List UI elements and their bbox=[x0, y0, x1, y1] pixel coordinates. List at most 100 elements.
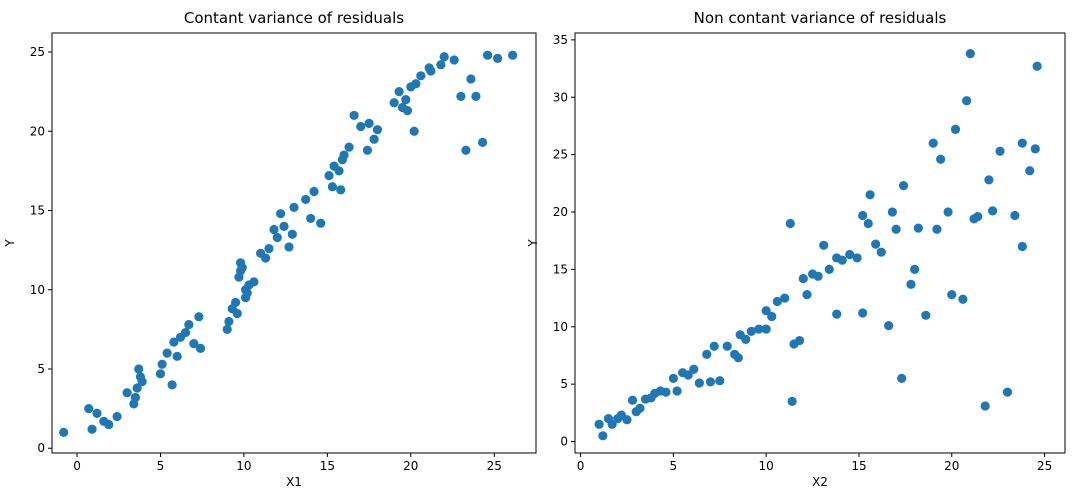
chart-left-data-point bbox=[411, 79, 421, 89]
chart-right-data-point bbox=[1010, 210, 1020, 221]
chart-left-data-point bbox=[104, 419, 114, 430]
chart-left-data-point bbox=[59, 427, 69, 437]
chart-right-data-point bbox=[969, 214, 979, 224]
chart-right-y-tick-label: 5 bbox=[560, 377, 568, 391]
chart-left-data-point bbox=[394, 87, 404, 97]
chart-right-data-point bbox=[715, 376, 725, 386]
chart-left-x-tick-label: 5 bbox=[157, 459, 165, 473]
chart-right-data-point bbox=[858, 308, 868, 318]
chart-right-x-tick-label: 15 bbox=[851, 459, 866, 473]
chart-right-data-point bbox=[661, 387, 671, 397]
chart-left-data-point bbox=[466, 74, 476, 84]
chart-left-data-point bbox=[172, 351, 182, 361]
chart-left-data-point bbox=[477, 137, 488, 147]
chart-left-data-point bbox=[324, 171, 334, 181]
chart-right-y-tick-label: 15 bbox=[553, 262, 568, 276]
chart-left-data-point bbox=[461, 145, 471, 155]
chart-right-data-point bbox=[995, 146, 1005, 156]
chart-right-data-point bbox=[702, 349, 712, 359]
chart-right-data-point bbox=[772, 296, 782, 307]
chart-left-x-tick-label: 20 bbox=[403, 459, 418, 473]
chart-right-y-tick-label: 30 bbox=[553, 90, 568, 104]
chart-left-data-point bbox=[508, 50, 518, 60]
chart-left-data-point bbox=[162, 348, 172, 358]
chart-left-data-point bbox=[130, 392, 141, 403]
chart-left-data-point bbox=[112, 411, 122, 422]
chart-right-data-point bbox=[980, 401, 990, 411]
chart-right-data-point bbox=[958, 294, 968, 304]
chart-left-data-point bbox=[339, 150, 349, 160]
chart-right-data-point bbox=[794, 335, 805, 346]
chart-left-data-point bbox=[132, 383, 142, 393]
chart-right-y-tick-label: 35 bbox=[553, 33, 568, 47]
chart-right-data-point bbox=[921, 310, 931, 320]
chart-left-x-tick-label: 25 bbox=[487, 459, 502, 473]
chart-left-data-point bbox=[372, 125, 383, 135]
chart-left-y-tick-label: 20 bbox=[30, 124, 45, 138]
chart-left-axes-frame bbox=[51, 32, 537, 454]
chart-left-data-point bbox=[402, 106, 413, 116]
chart-right-data-point bbox=[798, 273, 808, 284]
chart-left-data-point bbox=[309, 186, 319, 197]
chart-right-x-axis-label: X2 bbox=[812, 475, 828, 489]
chart-right-y-tick-label: 20 bbox=[553, 205, 568, 219]
chart-left-data-point bbox=[306, 213, 316, 224]
chart-left-y-axis-label: Y bbox=[3, 239, 17, 248]
chart-right-y-axis-label: Y bbox=[526, 239, 540, 248]
chart-left-data-point bbox=[327, 182, 337, 192]
chart-right-y-tick-label: 0 bbox=[560, 435, 568, 449]
chart-left-data-point bbox=[249, 277, 259, 287]
chart-right-data-point bbox=[1025, 166, 1035, 176]
chart-left-data-point bbox=[269, 224, 279, 235]
chart-left-data-point bbox=[169, 337, 179, 347]
chart-left-data-point bbox=[439, 52, 449, 62]
chart-left-data-point bbox=[344, 142, 354, 152]
chart-left-y-tick-label: 25 bbox=[30, 45, 45, 59]
chart-left-data-point bbox=[316, 218, 326, 228]
chart-right-data-point bbox=[832, 309, 842, 319]
chart-left-y-tick-label: 5 bbox=[37, 362, 45, 376]
chart-right-x-tick-label: 25 bbox=[1037, 459, 1052, 473]
chart-right-y-tick-label: 10 bbox=[553, 320, 568, 334]
chart-left-data-point bbox=[276, 209, 286, 219]
chart-right-data-point bbox=[891, 224, 901, 234]
chart-right-data-point bbox=[787, 396, 797, 406]
chart-left-data-point bbox=[155, 369, 166, 379]
chart-left-data-point bbox=[242, 288, 252, 298]
chart-right-x-tick-label: 20 bbox=[944, 459, 959, 473]
chart-right-data-point bbox=[819, 240, 829, 250]
chart-right-data-point bbox=[876, 247, 886, 257]
chart-right-data-point bbox=[709, 341, 719, 351]
chart-left-data-point bbox=[230, 297, 241, 308]
chart-left-data-point bbox=[364, 118, 374, 128]
chart-right-data-point bbox=[928, 138, 938, 148]
chart-left-data-point bbox=[284, 242, 294, 252]
chart-left-data-point bbox=[287, 229, 297, 239]
chart-left-data-point bbox=[232, 308, 242, 319]
chart-right-data-point bbox=[598, 431, 608, 441]
chart-right-title: Non contant variance of residuals bbox=[694, 9, 947, 27]
chart-right-data-point bbox=[746, 326, 756, 336]
chart-right-data-point bbox=[910, 264, 920, 274]
chart-right-data-point bbox=[887, 207, 897, 217]
chart-right-y-tick-label: 25 bbox=[553, 148, 568, 162]
chart-left-x-axis-label: X1 bbox=[286, 475, 302, 489]
chart-right-data-point bbox=[672, 386, 682, 396]
chart-right-data-point bbox=[988, 206, 998, 216]
chart-left-data-point bbox=[416, 71, 426, 81]
chart-left-data-point bbox=[261, 253, 271, 263]
chart-left-data-point bbox=[92, 408, 102, 418]
chart-left-y-tick-label: 15 bbox=[30, 204, 45, 218]
chart-right-data-point bbox=[936, 154, 946, 164]
chart-left-x-tick-label: 0 bbox=[73, 459, 81, 473]
chart-left-data-point bbox=[426, 66, 436, 76]
chart-right-data-point bbox=[865, 190, 875, 200]
chart-right-data-point bbox=[767, 311, 777, 322]
chart-left-data-point bbox=[134, 364, 144, 374]
chart-left-data-point bbox=[167, 380, 177, 390]
chart-right-data-point bbox=[906, 279, 916, 289]
chart-right-data-point bbox=[780, 293, 790, 303]
chart-right-x-tick-label: 5 bbox=[670, 459, 678, 473]
chart-right-data-point bbox=[1017, 241, 1027, 252]
